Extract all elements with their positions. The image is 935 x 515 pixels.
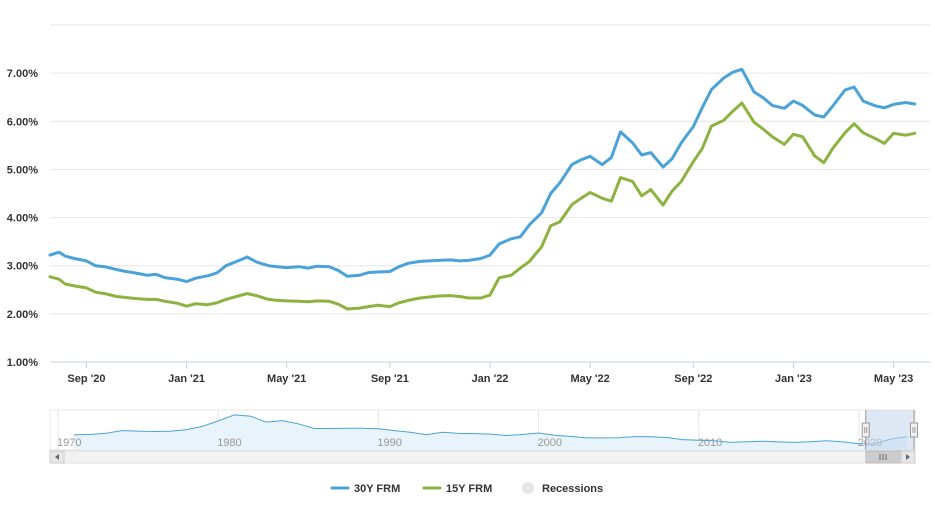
x-tick-label: Sep '22 [674, 373, 712, 385]
navigator-year-label: 1990 [377, 437, 401, 449]
navigator-area [74, 414, 907, 450]
navigator-selected-window[interactable] [865, 410, 914, 450]
navigator-series [73, 414, 908, 450]
navigator-year-label: 1970 [57, 437, 81, 449]
x-axis-ticks: Sep '20 Jan '21 May '21 Sep '21 Jan '22 May '… [67, 362, 913, 385]
chart-legend: 30Y FRM 15Y FRM Recessions [330, 482, 603, 495]
y-gridlines [50, 24, 930, 315]
x-tick-label: Sep '20 [67, 373, 105, 385]
y-tick-label: 5.00% [7, 164, 38, 176]
navigator-handles[interactable] [861, 410, 918, 450]
x-tick-label: Jan '21 [168, 373, 205, 385]
navigator-year-label: 2000 [538, 437, 562, 449]
x-tick-label: Sep '21 [371, 373, 409, 385]
legend-item-recessions[interactable]: Recessions [522, 482, 603, 495]
series-line-30y-frm[interactable] [48, 67, 917, 284]
scrollbar-track[interactable] [49, 450, 916, 464]
x-tick-label: May '22 [570, 373, 609, 385]
scroll-left-arrow-icon [55, 454, 59, 460]
navigator-year-label: 2010 [698, 437, 722, 449]
y-tick-label: 4.00% [7, 213, 38, 225]
legend-dot-icon [522, 482, 534, 494]
scroll-right-arrow-icon [906, 454, 910, 460]
x-tick-label: Jan '22 [472, 373, 509, 385]
y-tick-label: 7.00% [7, 68, 38, 80]
x-tick-label: May '23 [874, 373, 913, 385]
scroll-grip-icon [879, 454, 887, 460]
y-tick-label: 2.00% [7, 309, 38, 321]
legend-label: Recessions [542, 483, 603, 495]
legend-label: 15Y FRM [446, 483, 492, 495]
legend-item-30y-frm[interactable]: 30Y FRM [330, 483, 400, 495]
navigator-line [73, 414, 908, 445]
range-navigator[interactable]: 197019801990200020102020 [49, 409, 918, 464]
y-tick-label: 3.00% [7, 261, 38, 273]
legend-label: 30Y FRM [354, 483, 400, 495]
series-line-15y-frm[interactable] [48, 101, 917, 311]
plot-series [48, 67, 917, 311]
y-tick-label: 6.00% [7, 116, 38, 128]
x-tick-label: May '21 [267, 373, 306, 385]
handle-grip-icon [912, 427, 916, 433]
navigator-left-handle[interactable] [861, 422, 870, 438]
x-tick-label: Jan '23 [775, 373, 812, 385]
navigator-right-handle[interactable] [910, 422, 918, 438]
handle-grip-icon [864, 427, 868, 433]
legend-item-15y-frm[interactable]: 15Y FRM [422, 483, 492, 495]
navigator-year-label: 1980 [217, 437, 241, 449]
y-tick-label: 1.00% [7, 357, 38, 369]
y-axis-labels: 1.00% 2.00% 3.00% 4.00% 5.00% 6.00% 7.00% [7, 68, 38, 369]
